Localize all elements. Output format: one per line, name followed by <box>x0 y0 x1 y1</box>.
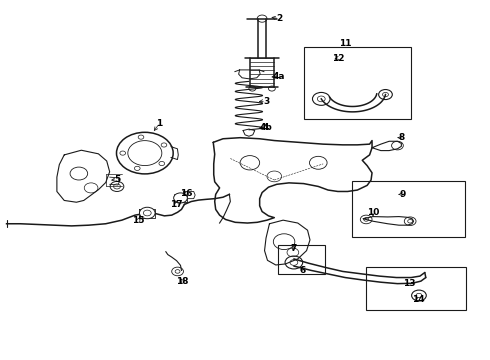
Bar <box>352 181 465 237</box>
Text: 12: 12 <box>332 54 344 63</box>
Text: 7: 7 <box>291 244 297 253</box>
Text: 8: 8 <box>398 133 404 142</box>
Circle shape <box>173 193 187 203</box>
Bar <box>366 267 466 310</box>
Text: 18: 18 <box>176 276 189 285</box>
Text: 13: 13 <box>403 279 416 288</box>
Text: 14: 14 <box>412 294 425 303</box>
Text: 11: 11 <box>340 39 352 48</box>
Text: 5: 5 <box>114 175 120 184</box>
Text: 9: 9 <box>399 190 406 199</box>
Text: 4b: 4b <box>260 123 272 132</box>
Circle shape <box>140 207 155 219</box>
Text: 3: 3 <box>263 96 269 105</box>
Text: 2: 2 <box>276 14 282 23</box>
Text: 17: 17 <box>171 200 183 209</box>
Text: 4a: 4a <box>273 72 286 81</box>
Bar <box>278 245 325 274</box>
Text: 1: 1 <box>156 119 163 128</box>
Bar <box>304 47 411 119</box>
Text: 15: 15 <box>132 216 145 225</box>
Text: 10: 10 <box>367 208 379 217</box>
Text: 16: 16 <box>180 189 193 198</box>
Text: 4: 4 <box>263 123 269 132</box>
Text: 6: 6 <box>299 266 306 275</box>
